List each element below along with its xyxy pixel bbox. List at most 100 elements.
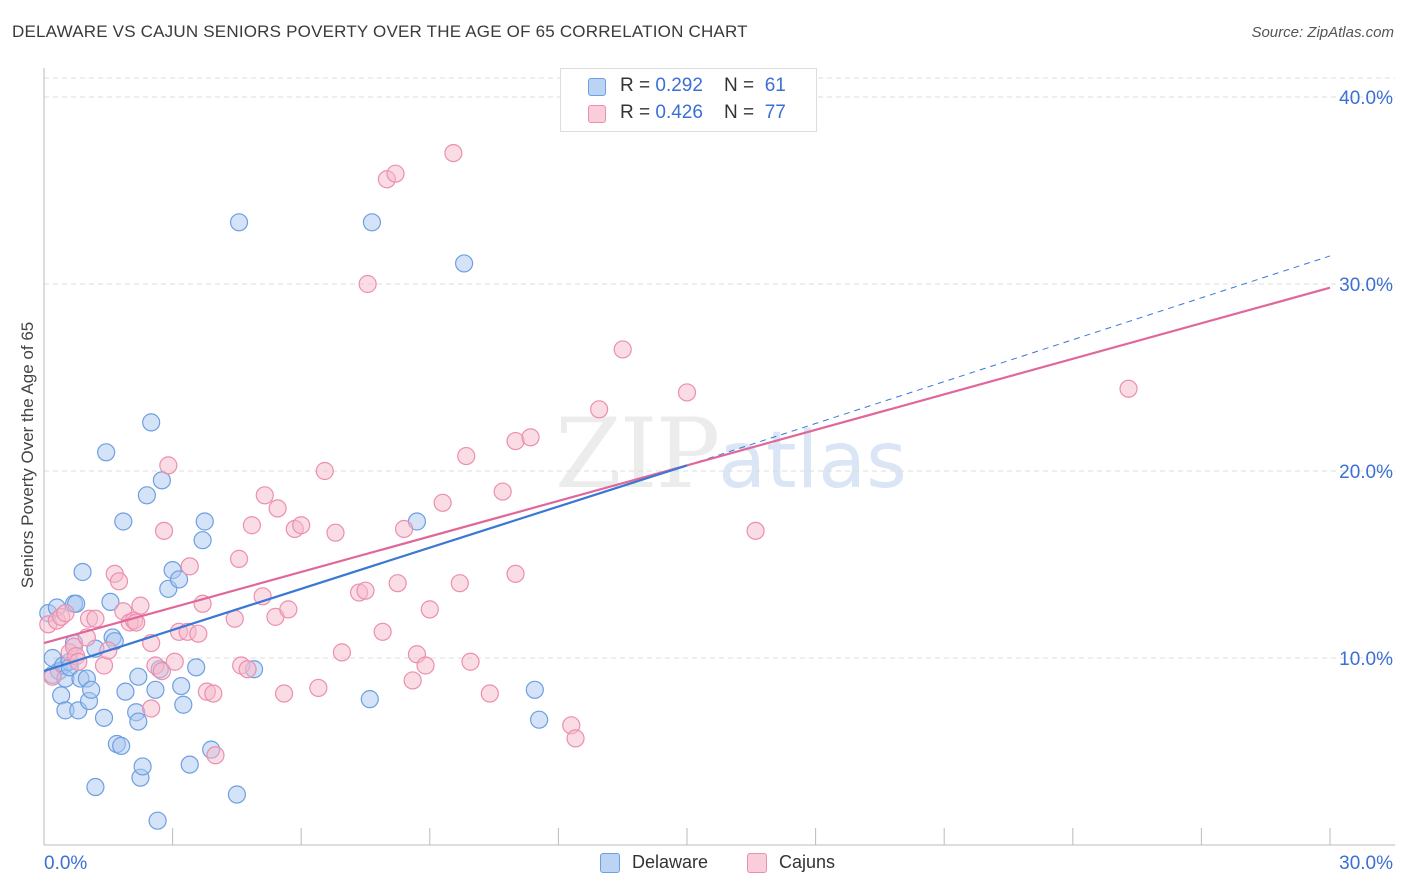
delaware-point [172,676,191,696]
legend-r-label: R = [620,75,656,96]
cajuns-point [746,521,765,540]
delaware-point [195,512,214,531]
delaware-point [94,708,114,727]
legend-swatch-pink [588,105,606,123]
legend-r-label: R = [620,102,656,123]
cajuns-point [326,523,345,542]
legend-r-value: 0.426 [655,102,703,123]
x-tick-label: 0.0% [44,853,87,874]
cajuns-point [480,684,499,703]
delaware-point [142,413,161,432]
cajuns-point [420,600,439,619]
y-tick-label: 20.0% [1339,462,1393,483]
gridlines [44,77,1395,659]
cajuns-point [154,521,174,540]
cajuns-point [229,549,249,568]
y-tick-label: 10.0% [1339,649,1393,670]
axes [43,68,1395,846]
cajuns-point [152,661,171,681]
delaware-point [116,682,135,701]
cajuns-point [416,656,435,675]
delaware-point [148,811,167,830]
legend-n-label: N = [724,102,760,123]
delaware-point [82,680,101,699]
cajuns-point [373,622,392,641]
cajuns-point [131,596,150,615]
legend-n-label: N = [724,75,760,96]
watermark: ZIPatlas [555,398,907,510]
cajuns-point [189,624,208,643]
cajuns-point [506,431,525,451]
watermark-zip: ZIP [555,398,720,510]
cajuns-point [94,656,114,675]
delaware-point [362,213,382,232]
delaware-point [525,680,544,699]
cajuns-point [444,144,463,163]
cajuns-point [165,652,184,671]
delaware-point [454,254,474,273]
delaware-point [114,512,133,531]
source-label: Source: ZipAtlas.com [1251,24,1394,41]
cajuns-trend-line [43,286,1331,645]
delaware-point [146,680,165,699]
delaware-point [133,757,152,776]
delaware-point [229,213,249,232]
cajuns-point [180,557,199,576]
delaware-point [360,690,379,709]
delaware-point [193,531,212,550]
cajuns-point [403,671,422,690]
cajuns-point [204,684,223,703]
chart-title: DELAWARE VS CAJUN SENIORS POVERTY OVER T… [12,22,748,41]
cajuns-point [238,660,257,679]
cajuns-point [394,519,414,539]
cajuns-point [386,164,405,183]
legend-swatch-delaware [600,853,620,873]
cajuns-point [461,652,480,671]
y-tick-label: 40.0% [1339,88,1393,109]
legend-n-value: 77 [764,102,786,123]
delaware-point [152,471,171,490]
cajuns-point [1119,379,1138,398]
y-tick-label: 30.0% [1339,275,1393,296]
cajuns-point [268,499,287,518]
delaware-point [101,592,120,612]
cajuns-point [457,446,476,466]
delaware-point [129,712,148,731]
cajuns-point [142,699,161,718]
cajuns-point [388,574,407,593]
cajuns-point [206,746,225,765]
cajuns-point [255,486,274,505]
legend-swatch-blue [588,78,606,96]
delaware-point [169,570,189,589]
delaware-point [174,695,193,714]
cajuns-point [56,604,75,623]
cajuns-point [315,461,334,481]
delaware-trend-line [43,464,688,673]
cajuns-point [159,456,178,475]
cajuns-point [521,428,540,447]
delaware-point [86,777,105,797]
delaware-point [137,486,156,505]
legend-swatch-cajuns [747,853,767,873]
cajuns-point [433,493,452,512]
cajuns-point [332,643,352,662]
cajuns-point [279,600,298,619]
cajuns-point [450,574,469,593]
delaware-point [187,658,206,677]
cajuns-points [39,144,1138,765]
cajuns-point [242,516,262,535]
cajuns-point [506,564,525,583]
delaware-point [180,755,199,774]
cajuns-point [274,684,294,703]
delaware-point [227,785,246,804]
legend-n-value: 61 [764,75,786,96]
tick-labels: 10.0% 20.0% 30.0% 40.0% 0.0% 30.0% [44,88,1393,874]
cajuns-point [86,609,105,628]
cajuns-point [566,729,585,748]
cajuns-point [309,678,328,698]
legend-label-delaware: Delaware [632,852,709,872]
trend-lines [43,255,1331,673]
delaware-point [97,443,116,462]
cajuns-point [292,516,311,535]
